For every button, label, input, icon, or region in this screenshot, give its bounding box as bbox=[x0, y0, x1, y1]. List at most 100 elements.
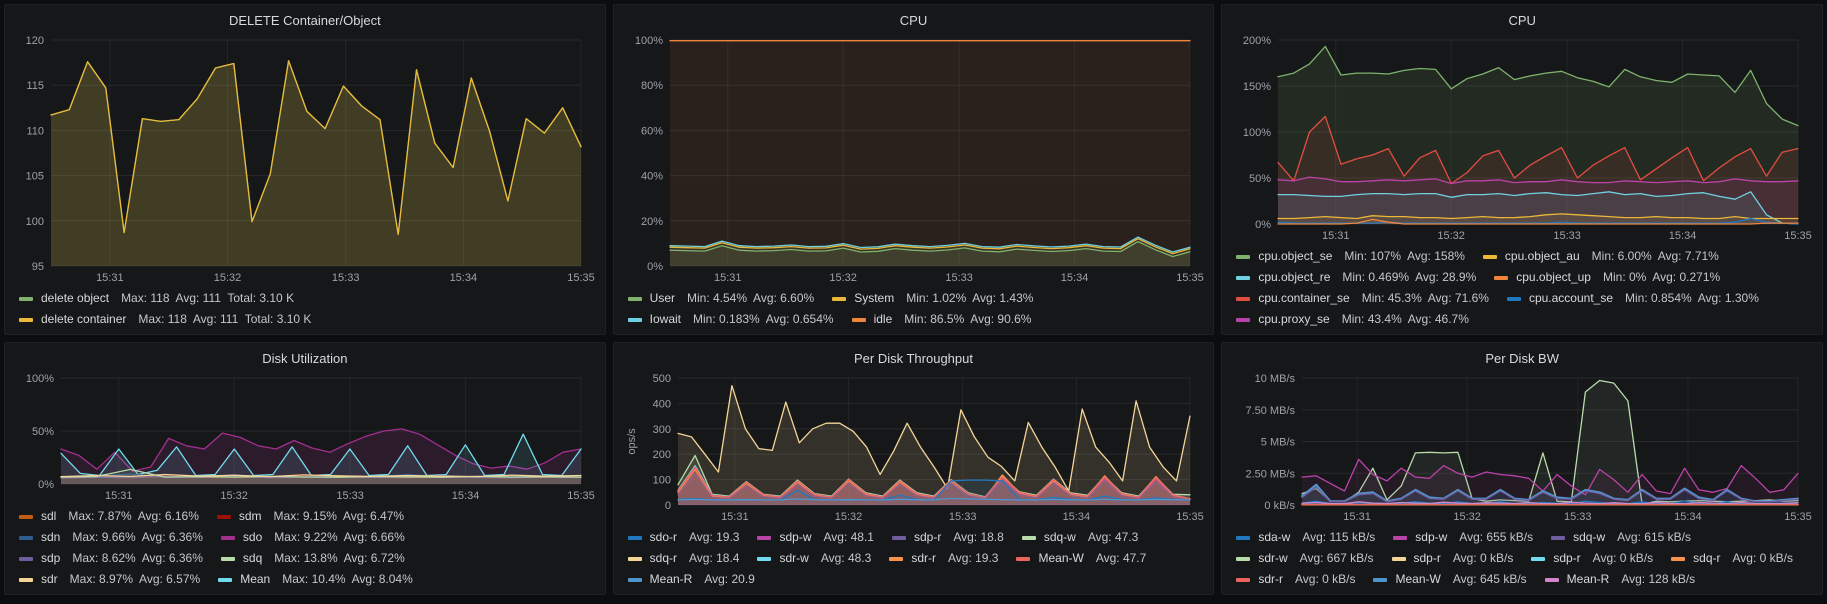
legend-item-sdr-w[interactable]: sdr-w Avg: 667 kB/s bbox=[1236, 548, 1374, 569]
legend-item-sdq[interactable]: sdq Max: 13.8% Avg: 6.72% bbox=[220, 548, 405, 569]
legend-item-stats: Min: 107% Avg: 158% bbox=[1344, 249, 1465, 263]
svg-text:40%: 40% bbox=[641, 171, 663, 183]
legend-item-sdp-r[interactable]: sdp-r Avg: 0 kB/s bbox=[1531, 548, 1653, 569]
legend-item-label: sdr-w bbox=[1258, 551, 1288, 565]
legend-item-stats: Max: 9.66% Avg: 6.36% bbox=[72, 530, 203, 544]
legend-item-label: cpu.object_up bbox=[1516, 270, 1591, 284]
panel-title[interactable]: DELETE Container/Object bbox=[228, 13, 381, 28]
legend-item-sdq-w[interactable]: sdq-w Avg: 47.3 bbox=[1021, 527, 1138, 548]
panel-title[interactable]: Disk Utilization bbox=[262, 351, 348, 366]
legend-item-stats: Avg: 655 kB/s bbox=[1459, 530, 1534, 544]
legend-item-label: sdn bbox=[41, 530, 61, 544]
legend-item-label: delete container bbox=[41, 312, 127, 326]
series-color-swatch bbox=[1482, 254, 1497, 259]
svg-text:15:35: 15:35 bbox=[1785, 230, 1813, 242]
legend-item-sda-w[interactable]: sda-w Avg: 115 kB/s bbox=[1236, 527, 1375, 548]
panel-title[interactable]: Per Disk Throughput bbox=[853, 351, 973, 366]
series-color-swatch bbox=[1531, 556, 1546, 561]
svg-text:200%: 200% bbox=[1243, 35, 1271, 47]
disk-utilization-chart[interactable]: 15:31 15:32 15:33 15:34 15:35 0% 50% 100% bbox=[15, 370, 595, 504]
legend-item-sdr-w[interactable]: sdr-w Avg: 48.3 bbox=[757, 548, 871, 569]
legend-item-iowait[interactable]: Iowait Min: 0.183% Avg: 0.654% bbox=[627, 309, 834, 330]
svg-text:120: 120 bbox=[26, 35, 44, 47]
svg-text:15:31: 15:31 bbox=[714, 272, 742, 284]
legend-item-sdm[interactable]: sdm Max: 9.15% Avg: 6.47% bbox=[216, 506, 404, 527]
legend-item-sdl[interactable]: sdl Max: 7.87% Avg: 6.16% bbox=[19, 506, 199, 527]
legend-item-sdn[interactable]: sdn Max: 9.66% Avg: 6.36% bbox=[19, 527, 203, 548]
series-color-swatch bbox=[891, 535, 906, 540]
legend-item-stats: Avg: 18.4 bbox=[689, 551, 740, 565]
svg-text:60%: 60% bbox=[641, 125, 663, 137]
svg-text:15:34: 15:34 bbox=[450, 272, 478, 284]
legend-item-sdp-r[interactable]: sdp-r Avg: 0 kB/s bbox=[1391, 548, 1514, 569]
legend-item-label: Iowait bbox=[649, 312, 682, 326]
legend-item-sdo[interactable]: sdo Max: 9.22% Avg: 6.66% bbox=[220, 527, 405, 548]
legend-item-mean-w[interactable]: Mean-W Avg: 645 kB/s bbox=[1373, 569, 1527, 590]
legend-item-stats: Avg: 115 kB/s bbox=[1302, 530, 1376, 544]
legend-item-sdo-r[interactable]: sdo-r Avg: 19.3 bbox=[627, 527, 739, 548]
svg-text:15:31: 15:31 bbox=[105, 490, 133, 502]
cpu-services-chart[interactable]: 15:31 15:32 15:33 15:34 15:35 0% 50% 100% 150% 20… bbox=[1232, 32, 1812, 244]
svg-text:20%: 20% bbox=[641, 216, 663, 228]
legend-item-stats: Avg: 0 kB/s bbox=[1452, 551, 1514, 565]
legend-item-cpu-object-au[interactable]: cpu.object_au Min: 6.00% Avg: 7.71% bbox=[1482, 246, 1719, 267]
panel-header: Disk Utilization bbox=[13, 347, 597, 370]
series-color-swatch bbox=[220, 535, 235, 540]
panel-per-disk-throughput: Per Disk Throughput 15:31 15:32 15:33 15:34… bbox=[612, 342, 1215, 595]
series-color-swatch bbox=[1551, 535, 1566, 540]
per-disk-throughput-chart[interactable]: 15:31 15:32 15:33 15:34 15:35 0 100 200 300 400 50… bbox=[624, 370, 1204, 525]
legend-item-sdr-r[interactable]: sdr-r Avg: 0 kB/s bbox=[1236, 569, 1355, 590]
legend-item-sdp-w[interactable]: sdp-w Avg: 48.1 bbox=[757, 527, 874, 548]
chart-svg: 15:31 15:32 15:33 15:34 15:35 0% 20% 40% 60% 80% 1… bbox=[635, 35, 1204, 284]
panel-title[interactable]: Per Disk BW bbox=[1485, 351, 1559, 366]
series-color-swatch bbox=[627, 296, 642, 301]
cpu-host-chart[interactable]: 15:31 15:32 15:33 15:34 15:35 0% 20% 40% 60% 80% 1… bbox=[624, 32, 1204, 286]
legend-item-sdq-r[interactable]: sdq-r Avg: 0 kB/s bbox=[1671, 548, 1793, 569]
per-disk-bw-chart[interactable]: 15:31 15:32 15:33 15:34 15:35 0 kB/s 2.50 MB/s… bbox=[1232, 370, 1812, 525]
legend-item-delete-container[interactable]: delete container Max: 118 Avg: 111 Total:… bbox=[19, 309, 311, 330]
legend-item-stats: Avg: 667 kB/s bbox=[1299, 551, 1374, 565]
legend-item-mean-w[interactable]: Mean-W Avg: 47.7 bbox=[1016, 548, 1146, 569]
panel-title[interactable]: CPU bbox=[1508, 13, 1536, 28]
legend-item-label: sdl bbox=[41, 509, 57, 523]
legend-item-delete-object[interactable]: delete object Max: 118 Avg: 111 Total: 3.… bbox=[19, 288, 294, 309]
legend-item-sdr-r[interactable]: sdr-r Avg: 19.3 bbox=[889, 548, 998, 569]
legend-item-stats: Min: 0.469% Avg: 28.9% bbox=[1342, 270, 1477, 284]
legend-item-sdp-r[interactable]: sdp-r Avg: 18.8 bbox=[891, 527, 1004, 548]
legend-item-cpu-container-se[interactable]: cpu.container_se Min: 45.3% Avg: 71.6% bbox=[1236, 288, 1489, 309]
legend-item-mean[interactable]: Mean Max: 10.4% Avg: 8.04% bbox=[218, 569, 413, 590]
legend: sdl Max: 7.87% Avg: 6.16% sdm Max: 9.15% Av… bbox=[13, 504, 597, 591]
panel-title[interactable]: CPU bbox=[899, 13, 928, 28]
svg-text:15:32: 15:32 bbox=[829, 272, 857, 284]
svg-text:15:35: 15:35 bbox=[567, 490, 595, 502]
legend-item-cpu-object-up[interactable]: cpu.object_up Min: 0% Avg: 0.271% bbox=[1494, 267, 1720, 288]
svg-text:100: 100 bbox=[26, 216, 44, 228]
series-color-swatch bbox=[1393, 535, 1408, 540]
legend-item-cpu-object-re[interactable]: cpu.object_re Min: 0.469% Avg: 28.9% bbox=[1236, 267, 1476, 288]
legend-item-sdq-r[interactable]: sdq-r Avg: 18.4 bbox=[627, 548, 740, 569]
legend-item-sdq-w[interactable]: sdq-w Avg: 615 kB/s bbox=[1551, 527, 1691, 548]
legend-item-sdp-w[interactable]: sdp-w Avg: 655 kB/s bbox=[1393, 527, 1533, 548]
legend-item-sdp[interactable]: sdp Max: 8.62% Avg: 6.36% bbox=[19, 548, 203, 569]
legend-item-idle[interactable]: idle Min: 86.5% Avg: 90.6% bbox=[851, 309, 1031, 330]
svg-text:15:35: 15:35 bbox=[1176, 511, 1204, 523]
legend-item-label: Mean bbox=[240, 572, 271, 586]
delete-container-object-chart[interactable]: 15:31 15:32 15:33 15:34 15:35 95 100 105 110 115 1… bbox=[15, 32, 595, 286]
legend-item-system[interactable]: System Min: 1.02% Avg: 1.43% bbox=[832, 288, 1033, 309]
series-color-swatch bbox=[1236, 317, 1251, 322]
legend-item-stats: Avg: 20.9 bbox=[704, 572, 755, 586]
svg-text:0%: 0% bbox=[1255, 219, 1271, 231]
series-color-swatch bbox=[19, 535, 33, 540]
series-color-swatch bbox=[1373, 577, 1388, 582]
legend-item-stats: Min: 0.183% Avg: 0.654% bbox=[693, 312, 834, 326]
legend-item-mean-r[interactable]: Mean-R Avg: 128 kB/s bbox=[1544, 569, 1695, 590]
legend-item-user[interactable]: User Min: 4.54% Avg: 6.60% bbox=[627, 288, 814, 309]
legend-item-mean-r[interactable]: Mean-R Avg: 20.9 bbox=[627, 569, 755, 590]
legend-item-label: cpu.object_re bbox=[1258, 270, 1331, 284]
legend-item-cpu-object-se[interactable]: cpu.object_se Min: 107% Avg: 158% bbox=[1236, 246, 1465, 267]
legend-item-cpu-account-se[interactable]: cpu.account_se Min: 0.854% Avg: 1.30% bbox=[1506, 288, 1759, 309]
legend-item-label: sdp-w bbox=[779, 530, 812, 544]
legend-item-cpu-proxy-se[interactable]: cpu.proxy_se Min: 43.4% Avg: 46.7% bbox=[1236, 309, 1469, 330]
legend-item-sdr[interactable]: sdr Max: 8.97% Avg: 6.57% bbox=[19, 569, 200, 590]
